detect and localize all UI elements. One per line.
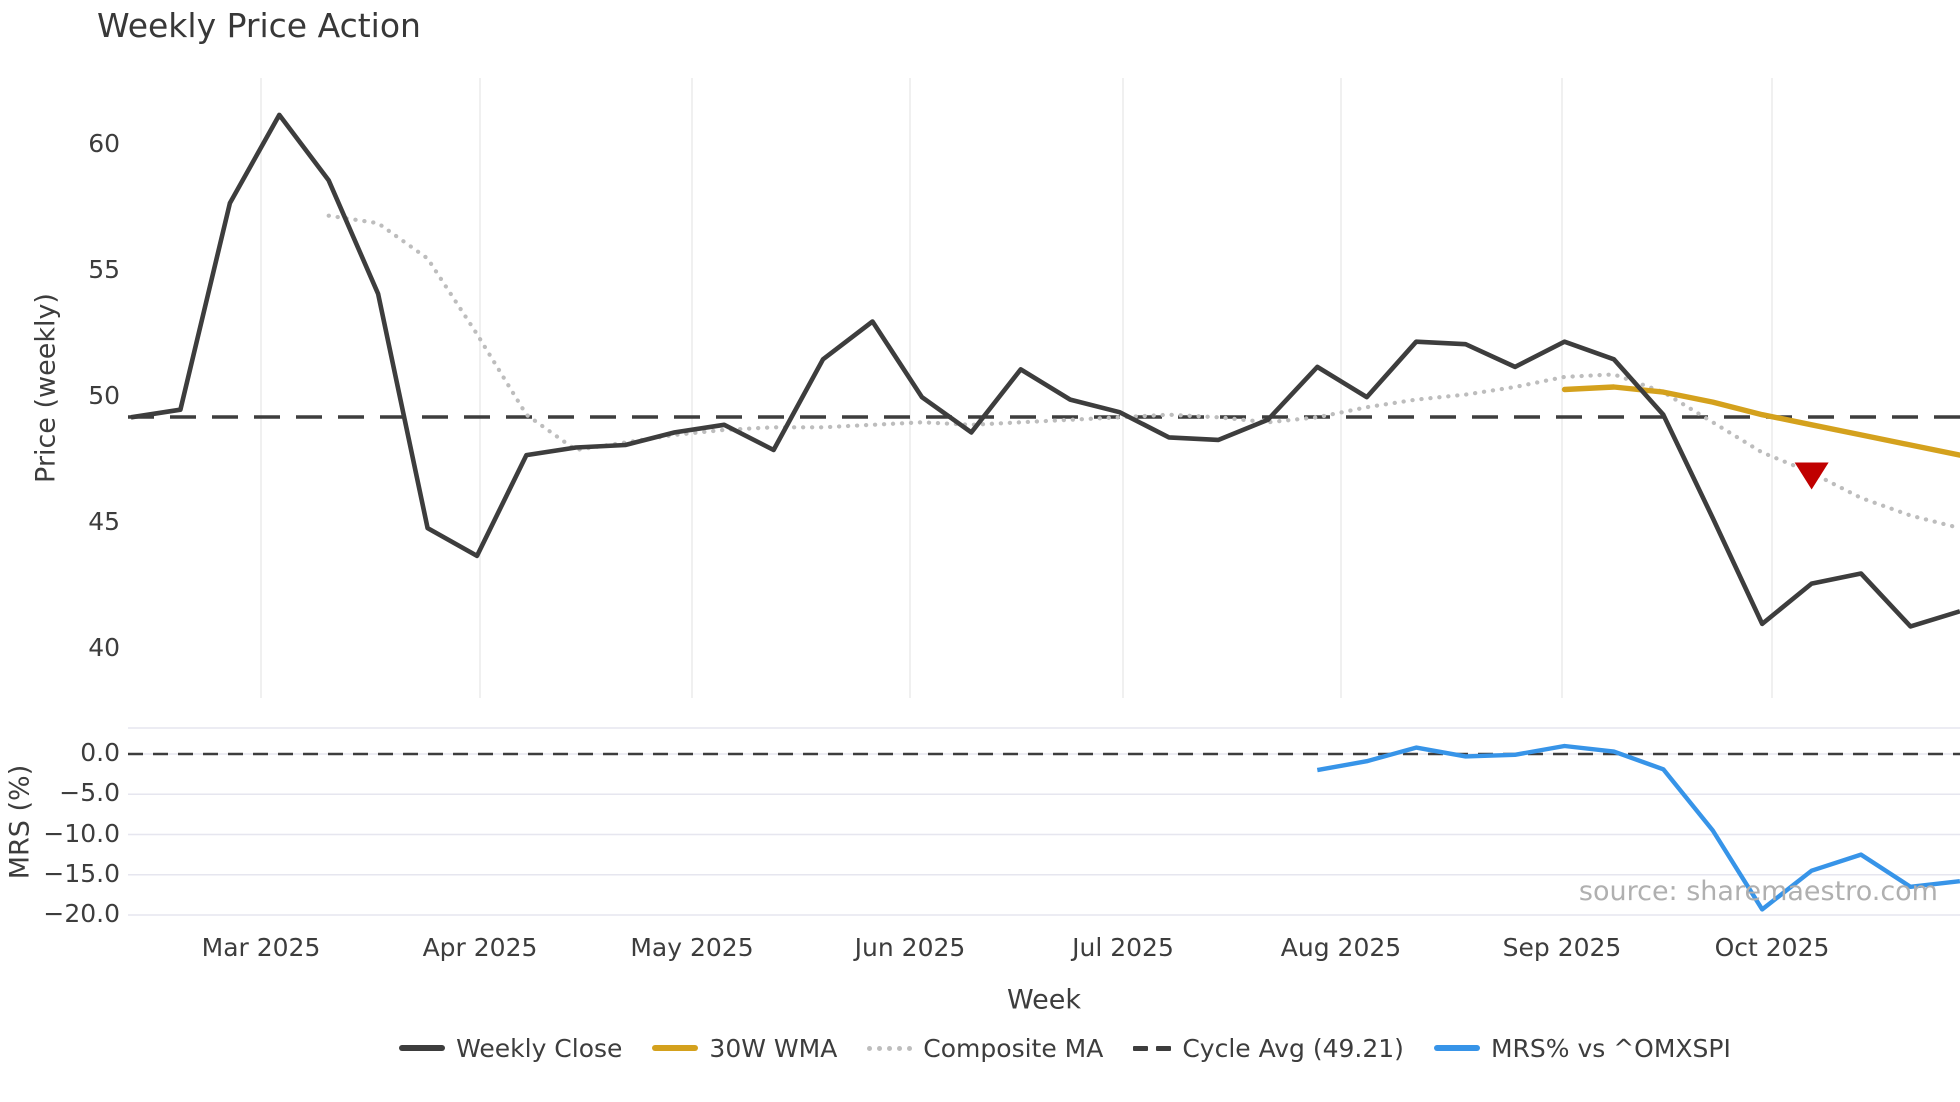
legend-label: Composite MA bbox=[923, 1033, 1104, 1063]
price-tick-label: 55 bbox=[88, 255, 120, 285]
legend-swatch-solid bbox=[399, 1045, 446, 1051]
month-tick-label: Aug 2025 bbox=[1280, 933, 1402, 962]
legend-label: Cycle Avg (49.21) bbox=[1182, 1033, 1404, 1063]
composite-ma-line bbox=[326, 213, 1960, 531]
legend-label: Weekly Close bbox=[456, 1033, 623, 1063]
month-tick-label: Mar 2025 bbox=[201, 933, 321, 962]
price-tick-label: 50 bbox=[88, 381, 120, 411]
legend-label: 30W WMA bbox=[709, 1033, 838, 1063]
price-tick-label: 40 bbox=[88, 633, 120, 663]
x-axis-label: Week bbox=[1007, 984, 1081, 1016]
legend-item: MRS% vs ^OMXSPI bbox=[1433, 1033, 1731, 1063]
legend-swatch-solid bbox=[1433, 1045, 1480, 1051]
legend-swatch-dotted bbox=[867, 1045, 913, 1051]
legend-item: Composite MA bbox=[867, 1034, 1103, 1063]
mrs-line bbox=[1316, 743, 1960, 912]
mrs-tick-label: −5.0 bbox=[59, 778, 120, 808]
legend-swatch-solid bbox=[652, 1045, 699, 1051]
price-tick-label: 45 bbox=[88, 507, 120, 537]
legend-item: 30W WMA bbox=[652, 1034, 837, 1063]
legend-label: MRS% vs ^OMXSPI bbox=[1490, 1033, 1731, 1063]
mrs-tick-label: −20.0 bbox=[43, 899, 120, 928]
chart-title: Weekly Price Action bbox=[97, 6, 421, 45]
weekly-close-line bbox=[130, 112, 1960, 629]
legend-item: Cycle Avg (49.21) bbox=[1133, 1034, 1404, 1063]
legend-swatch-dashed bbox=[1133, 1045, 1172, 1051]
mrs-tick-label: −10.0 bbox=[43, 818, 120, 848]
price-tick-label: 60 bbox=[88, 129, 120, 159]
legend: Weekly Close 30W WMA Composite MA Cycle Avg… bbox=[0, 1028, 1960, 1068]
month-tick-label: Sep 2025 bbox=[1502, 933, 1622, 962]
month-tick-label: Apr 2025 bbox=[422, 933, 538, 962]
mrs-tick-label: 0.0 bbox=[80, 738, 120, 767]
month-tick-label: Oct 2025 bbox=[1714, 933, 1830, 962]
month-tick-label: May 2025 bbox=[630, 933, 754, 962]
source-note: source: sharemaestro.com bbox=[1578, 876, 1938, 907]
sell-triangle-marker bbox=[1794, 462, 1829, 490]
month-tick-label: Jun 2025 bbox=[854, 933, 966, 962]
wma-30w-line bbox=[1561, 384, 1960, 458]
month-tick-label: Jul 2025 bbox=[1072, 933, 1174, 962]
mrs-tick-label: −15.0 bbox=[43, 858, 120, 888]
legend-item: Weekly Close bbox=[399, 1034, 622, 1063]
